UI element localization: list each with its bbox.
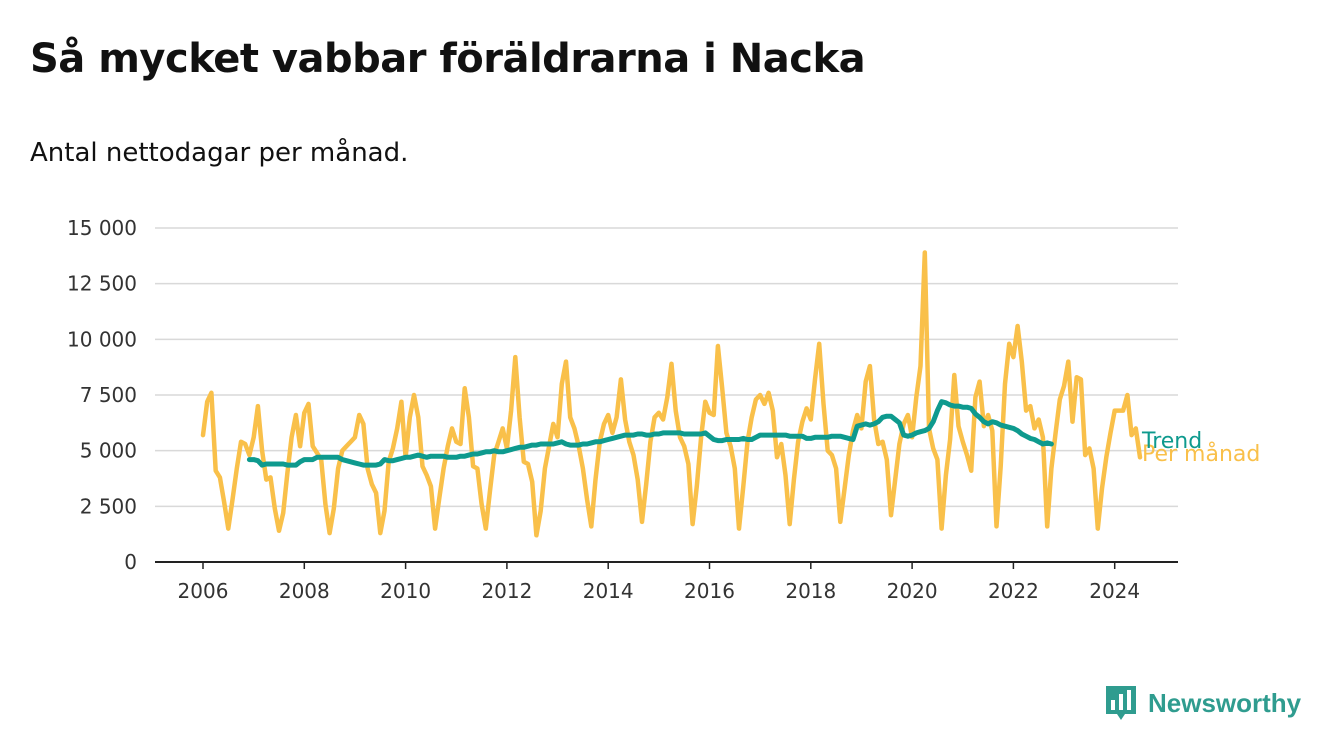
series-line-per-month [200, 250, 1143, 538]
y-tick-label: 5 000 [80, 439, 137, 463]
x-tick-label: 2024 [1089, 579, 1140, 603]
x-axis: 2006 2008 2010 2012 2014 2016 2018 2020 2022 2024 [155, 561, 1178, 603]
x-tick-label: 2006 [178, 579, 229, 603]
x-tick-label: 2016 [684, 579, 735, 603]
x-tick-label: 2022 [988, 579, 1039, 603]
y-gridlines [155, 227, 1178, 508]
x-tick-label: 2014 [583, 579, 634, 603]
brand-name: Newsworthy [1148, 687, 1302, 718]
y-axis-tick-labels: 0 2 500 5 000 7 500 10 000 12 500 15 000 [67, 216, 137, 574]
series-label-per-month: Per månad [1142, 441, 1260, 467]
y-tick-label: 0 [124, 550, 137, 574]
chart-subtitle: Antal nettodagar per månad. [30, 138, 409, 168]
series-lines [200, 250, 1143, 538]
newsworthy-brand: Newsworthy [1104, 684, 1301, 722]
y-tick-label: 12 500 [67, 272, 137, 296]
x-tick-label: 2012 [481, 579, 532, 603]
series-line-trend [246, 399, 1054, 468]
x-tick-label: 2018 [785, 579, 836, 603]
y-tick-label: 15 000 [67, 216, 137, 240]
x-tick-label: 2010 [380, 579, 431, 603]
chart-title: Så mycket vabbar föräldrarna i Nacka [30, 36, 866, 82]
y-tick-label: 10 000 [67, 327, 137, 351]
series-label-trend: Trend [1141, 429, 1202, 454]
y-tick-label: 7 500 [80, 383, 137, 407]
newsworthy-logo-icon [1106, 686, 1136, 720]
y-tick-label: 2 500 [80, 494, 137, 518]
x-tick-label: 2008 [279, 579, 330, 603]
x-tick-label: 2020 [887, 579, 938, 603]
